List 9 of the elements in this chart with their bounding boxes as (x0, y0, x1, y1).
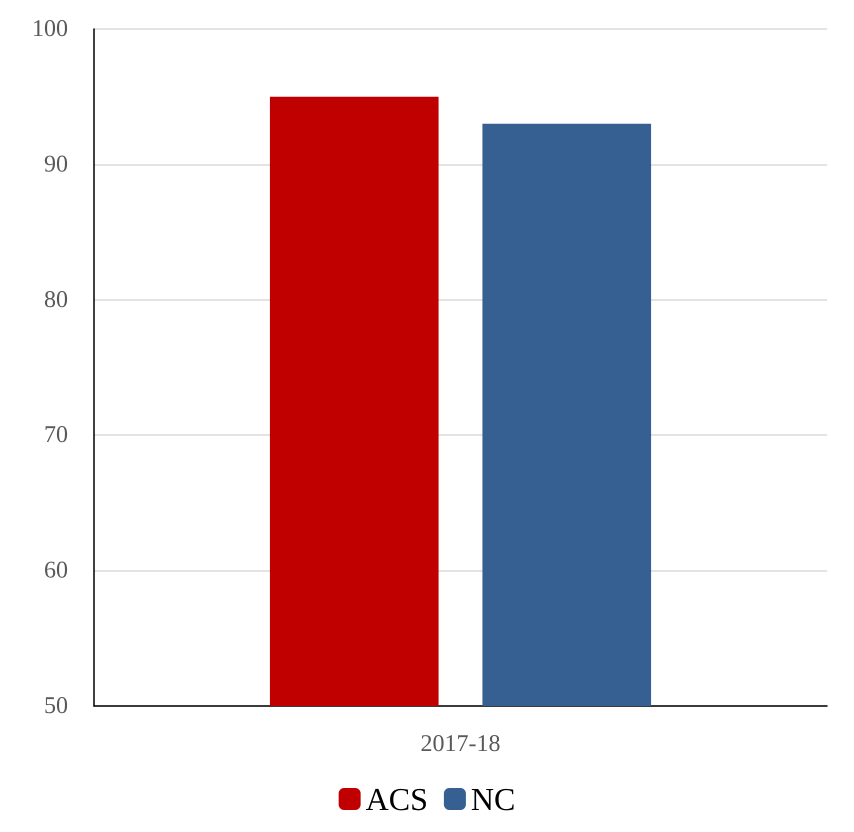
legend-label: ACS (366, 781, 428, 817)
y-tick-label: 70 (44, 422, 68, 448)
legend-label: NC (470, 781, 516, 817)
y-tick-label: 100 (32, 16, 68, 42)
y-tick-label: 50 (44, 693, 68, 719)
y-tick-label: 80 (44, 286, 68, 313)
x-tick-label: 2017-18 (420, 731, 500, 757)
y-tick-label: 60 (44, 558, 68, 584)
y-tick-label: 90 (44, 151, 68, 178)
